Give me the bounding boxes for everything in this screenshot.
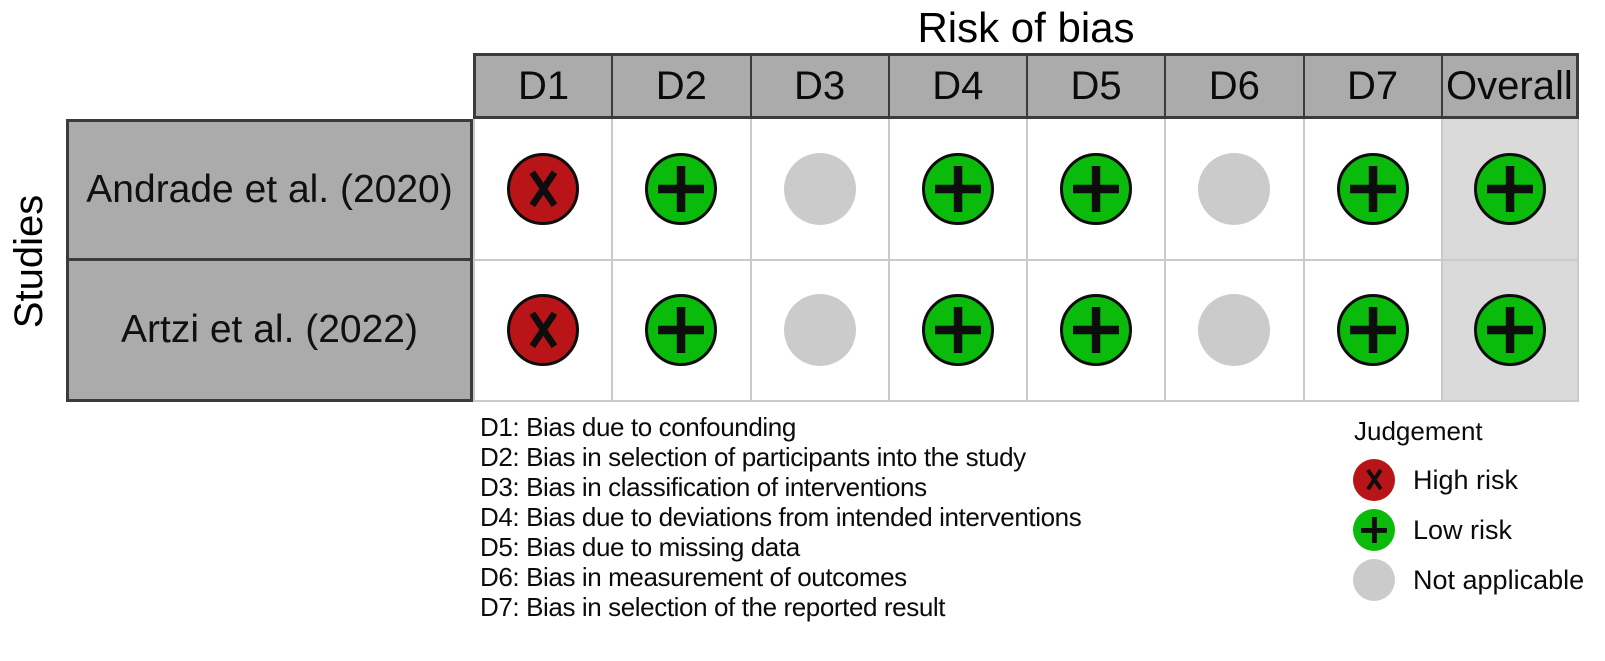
footnote-d2: D2: Bias in selection of participants in… bbox=[480, 442, 1026, 472]
x-icon bbox=[1365, 469, 1383, 491]
judgement-circle-high-risk bbox=[507, 152, 580, 225]
y-axis-label-wrap: Studies bbox=[4, 121, 56, 402]
legend: Judgement High risk Low risk Not applicabl… bbox=[1340, 416, 1584, 605]
plus-icon bbox=[934, 165, 981, 212]
judgement-cell-d2 bbox=[611, 119, 750, 261]
y-axis-label: Studies bbox=[7, 194, 52, 329]
judgement-cell-d6 bbox=[1164, 260, 1303, 402]
legend-item-label: Low risk bbox=[1413, 514, 1513, 545]
study-label: Andrade et al. (2020) bbox=[66, 119, 473, 261]
study-row: Andrade et al. (2020) bbox=[66, 119, 1579, 261]
judgement-cell-d7 bbox=[1302, 260, 1441, 402]
domain-footnotes: D1: Bias due to confounding D2: Bias in s… bbox=[480, 412, 1082, 622]
legend-items: High risk Low risk Not applicable bbox=[1340, 455, 1584, 605]
plus-icon bbox=[1349, 307, 1396, 354]
judgement-cell-overall bbox=[1440, 260, 1579, 402]
plus-icon bbox=[1073, 165, 1120, 212]
column-header-d4: D4 bbox=[887, 53, 1026, 119]
study-row: Artzi et al. (2022) bbox=[66, 260, 1579, 402]
column-header-d7: D7 bbox=[1302, 53, 1441, 119]
footnote-d5: D5: Bias due to missing data bbox=[480, 532, 800, 562]
judgement-cell-d6 bbox=[1164, 119, 1303, 261]
judgement-circle-not-applicable bbox=[1198, 152, 1271, 225]
footnote-d4: D4: Bias due to deviations from intended… bbox=[480, 502, 1082, 532]
judgement-cell-d1 bbox=[473, 119, 612, 261]
legend-item-not-applicable: Not applicable bbox=[1340, 555, 1584, 605]
footnote-d3: D3: Bias in classification of interventi… bbox=[480, 472, 927, 502]
judgement-cell-d4 bbox=[887, 260, 1026, 402]
judgement-cell-d1 bbox=[473, 260, 612, 402]
plus-icon bbox=[1360, 516, 1388, 544]
judgement-circle-low-risk bbox=[921, 294, 994, 367]
column-header-d5: D5 bbox=[1026, 53, 1165, 119]
legend-title: Judgement bbox=[1354, 416, 1483, 446]
plus-icon bbox=[1073, 307, 1120, 354]
plus-icon bbox=[658, 165, 705, 212]
domain-header-row: D1 D2 D3 D4 D5 D6 D7 Overall bbox=[473, 53, 1579, 119]
judgement-circle-low-risk bbox=[1353, 509, 1395, 551]
judgement-cell-overall bbox=[1440, 119, 1579, 261]
footnote-d7: D7: Bias in selection of the reported re… bbox=[480, 592, 946, 622]
footnote-d6: D6: Bias in measurement of outcomes bbox=[480, 562, 907, 592]
plus-icon bbox=[1486, 165, 1533, 212]
judgement-circle-not-applicable bbox=[1198, 294, 1271, 367]
column-header-d3: D3 bbox=[749, 53, 888, 119]
legend-item-low-risk: Low risk bbox=[1340, 505, 1584, 555]
judgement-circle-high-risk bbox=[507, 294, 580, 367]
judgement-circle-low-risk bbox=[1060, 152, 1133, 225]
plus-icon bbox=[1349, 165, 1396, 212]
judgement-cell-d3 bbox=[749, 119, 888, 261]
judgement-circle-not-applicable bbox=[783, 294, 856, 367]
judgement-circle-low-risk bbox=[1473, 294, 1546, 367]
column-header-d6: D6 bbox=[1164, 53, 1303, 119]
x-icon bbox=[529, 311, 557, 349]
judgement-circle-high-risk bbox=[1353, 459, 1395, 501]
judgement-cell-d7 bbox=[1302, 119, 1441, 261]
judgement-cell-d4 bbox=[887, 119, 1026, 261]
study-rows: Andrade et al. (2020) Artzi et al. (2022) bbox=[66, 119, 1579, 402]
judgement-circle-not-applicable bbox=[1353, 559, 1395, 601]
judgement-cell-d5 bbox=[1026, 260, 1165, 402]
judgement-cell-d2 bbox=[611, 260, 750, 402]
column-header-d1: D1 bbox=[473, 53, 612, 119]
plus-icon bbox=[658, 307, 705, 354]
study-label: Artzi et al. (2022) bbox=[66, 260, 473, 402]
rob-matrix: D1 D2 D3 D4 D5 D6 D7 Overall Andrade et al. (20… bbox=[66, 53, 1579, 402]
judgement-circle-low-risk bbox=[1336, 294, 1409, 367]
judgement-cell-d3 bbox=[749, 260, 888, 402]
judgement-circle-low-risk bbox=[1473, 152, 1546, 225]
column-header-overall: Overall bbox=[1440, 53, 1579, 119]
judgement-circle-low-risk bbox=[921, 152, 994, 225]
plus-icon bbox=[1486, 307, 1533, 354]
legend-item-label: High risk bbox=[1413, 464, 1519, 495]
judgement-circle-low-risk bbox=[645, 152, 718, 225]
plot-title: Risk of bias bbox=[917, 4, 1135, 51]
judgement-cell-d5 bbox=[1026, 119, 1165, 261]
judgement-circle-not-applicable bbox=[783, 152, 856, 225]
judgement-circle-low-risk bbox=[1060, 294, 1133, 367]
footnote-d1: D1: Bias due to confounding bbox=[480, 412, 796, 442]
legend-item-high-risk: High risk bbox=[1340, 455, 1584, 505]
judgement-circle-low-risk bbox=[645, 294, 718, 367]
legend-item-label: Not applicable bbox=[1413, 564, 1585, 595]
x-icon bbox=[529, 170, 557, 208]
plus-icon bbox=[934, 307, 981, 354]
judgement-circle-low-risk bbox=[1336, 152, 1409, 225]
column-header-d2: D2 bbox=[611, 53, 750, 119]
